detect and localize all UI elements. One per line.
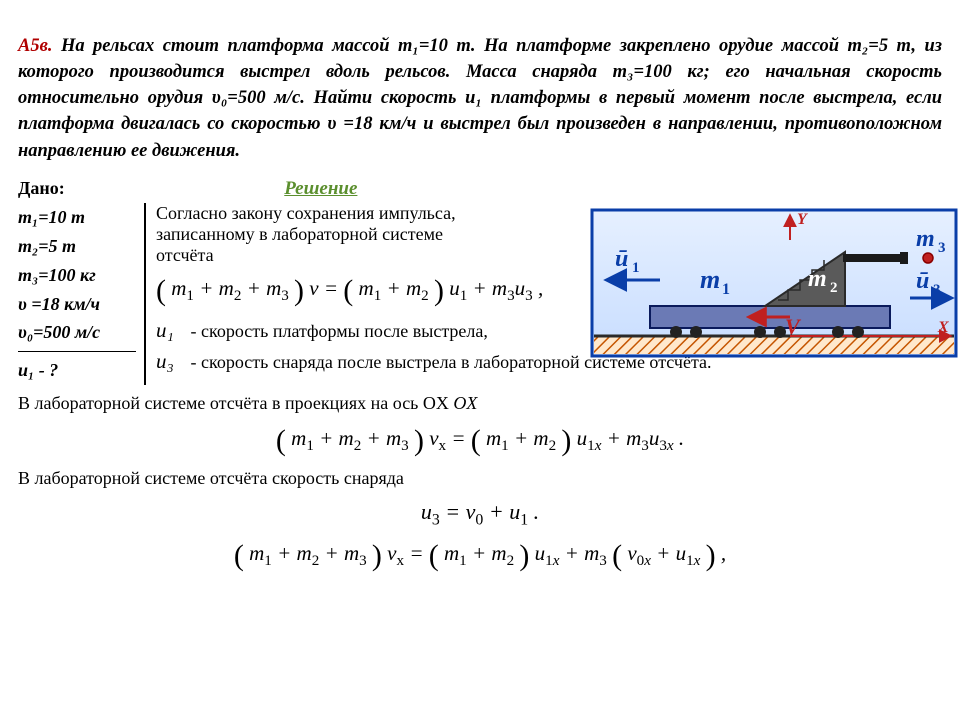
def-sym: u₃ bbox=[156, 349, 186, 374]
given-item: m₂=5 т bbox=[18, 232, 136, 261]
svg-text:1: 1 bbox=[722, 281, 730, 298]
svg-text:m: m bbox=[700, 265, 720, 294]
given-label: Дано: bbox=[18, 178, 65, 198]
given-item: υ =18 км/ч bbox=[18, 290, 136, 319]
given-item: υ₀=500 м/с bbox=[18, 318, 136, 347]
physics-diagram: Y X ū 1 ū 3 m 1 m 2 m 3 V bbox=[590, 208, 960, 368]
explain-line: отсчёта bbox=[156, 245, 576, 266]
given-item: m₃=100 кг bbox=[18, 261, 136, 290]
given-divider bbox=[18, 351, 136, 352]
def-text: - скорость платформы после выстрела, bbox=[186, 321, 488, 341]
svg-text:X: X bbox=[937, 319, 949, 336]
para-ox: В лабораторной системе отсчёта в проекци… bbox=[18, 393, 942, 414]
given-item: m₁=10 т bbox=[18, 203, 136, 232]
equation-u3: u3 = v0 + u1 . bbox=[18, 499, 942, 529]
svg-text:m: m bbox=[808, 266, 827, 292]
given-find: u₁ - ? bbox=[18, 356, 136, 385]
equation-final: ( m1 + m2 + m3 ) vx = ( m1 + m2 ) u1x + … bbox=[18, 539, 942, 573]
svg-text:m: m bbox=[916, 226, 935, 252]
svg-text:Y: Y bbox=[797, 211, 808, 228]
def-sym: u₁ bbox=[156, 318, 186, 343]
svg-text:3: 3 bbox=[933, 282, 941, 298]
svg-text:2: 2 bbox=[830, 280, 838, 296]
equation-ox: ( m1 + m2 + m3 ) vx = ( m1 + m2 ) u1x + … bbox=[18, 424, 942, 458]
svg-text:3: 3 bbox=[938, 240, 946, 256]
solution-heading: Решение bbox=[284, 178, 357, 200]
explain-line: Согласно закону сохранения импульса, bbox=[156, 203, 576, 224]
given-column: m₁=10 т m₂=5 т m₃=100 кг υ =18 км/ч υ₀=5… bbox=[18, 203, 146, 385]
explain-line: записанному в лабораторной системе bbox=[156, 224, 576, 245]
svg-text:V: V bbox=[785, 314, 802, 339]
problem-statement: А5в. На рельсах стоит платформа массой m… bbox=[18, 33, 942, 164]
svg-text:1: 1 bbox=[632, 260, 640, 276]
problem-text: На рельсах стоит платформа массой m₁=10 … bbox=[18, 36, 942, 161]
problem-id: А5в. bbox=[18, 36, 52, 56]
para-lab-speed: В лабораторной системе отсчёта скорость … bbox=[18, 468, 942, 489]
svg-text:ū: ū bbox=[916, 268, 929, 294]
svg-text:ū: ū bbox=[615, 246, 628, 272]
